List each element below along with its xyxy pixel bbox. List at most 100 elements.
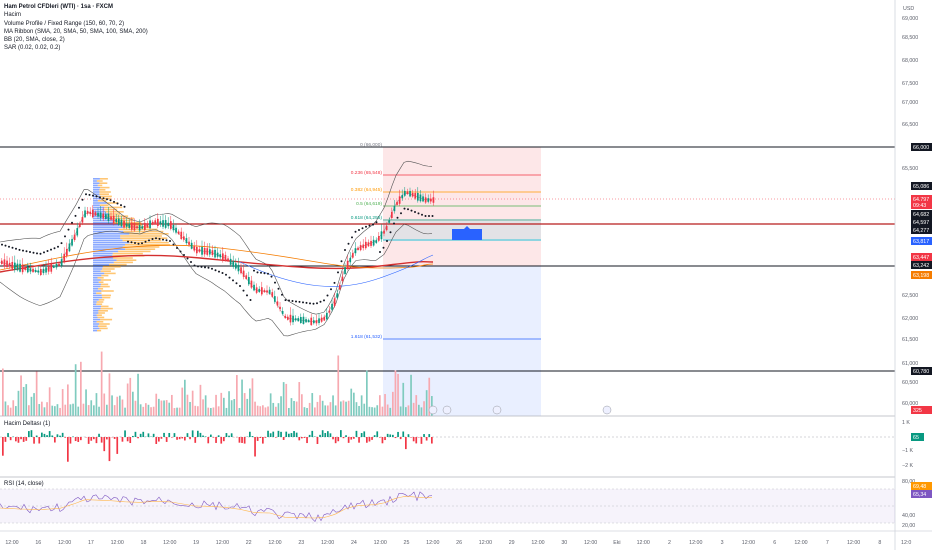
volume-bar <box>228 391 230 416</box>
event-flags[interactable] <box>428 405 612 415</box>
profile-bar <box>101 290 114 292</box>
candle-body <box>224 254 227 261</box>
profile-bar <box>99 178 108 180</box>
delta-bar <box>399 437 402 440</box>
fib-labels: 0 (66,000) 0.236 (65,548) 0.382 (64,945) 0.… <box>351 142 383 340</box>
price-badge-text: 64,797 <box>913 197 929 203</box>
profile-bar <box>104 206 123 209</box>
profile-bar <box>93 178 100 180</box>
legend-sar[interactable]: SAR (0.02, 0.02, 0.2) <box>4 45 61 52</box>
delta-bar <box>373 435 376 437</box>
price-axis-label: 69,000 <box>902 16 918 22</box>
candlesticks[interactable] <box>1 187 435 326</box>
volume-bar <box>319 395 321 416</box>
legend-volume[interactable]: Hacim <box>4 12 22 19</box>
time-axis-label: 12:00 <box>847 540 860 546</box>
delta-bar <box>358 437 360 443</box>
volume-bar <box>410 374 412 416</box>
volume-bar <box>56 404 59 416</box>
delta-bar <box>56 434 59 437</box>
delta-bar <box>54 437 56 443</box>
candle-body <box>19 263 21 272</box>
time-axis[interactable]: 12:00 16 12:00 17 12:00 18 12:00 19 12:00 22 12:00… <box>5 540 911 546</box>
rsi-pane[interactable]: 80,00 40,00 20,00 <box>0 479 915 529</box>
delta-bar <box>368 437 371 442</box>
profile-bar <box>93 255 113 257</box>
profile-bar <box>98 299 105 301</box>
candle-body <box>190 242 193 249</box>
delta-bar <box>407 434 410 437</box>
price-axis[interactable]: USD 69,000 68,500 68,000 67,500 67,000 66,500 6… <box>902 6 918 407</box>
sar-dot <box>323 299 325 302</box>
profile-bar <box>93 274 102 277</box>
legend-volume-profile[interactable]: Volume Profile / Fixed Range (150, 60, 7… <box>4 20 125 27</box>
sar-dot <box>88 193 91 196</box>
profile-bar <box>101 274 109 277</box>
profile-bar <box>120 237 168 239</box>
delta-bar <box>386 433 389 437</box>
profile-bar <box>99 189 106 191</box>
delta-bar <box>308 434 311 437</box>
volume-bar <box>163 400 165 416</box>
profile-bar <box>101 305 109 308</box>
delta-bar <box>340 430 342 437</box>
profile-bar <box>93 329 98 332</box>
profile-bar <box>93 299 99 301</box>
profile-bar <box>93 233 130 235</box>
legend-ma-ribbon[interactable]: MA Ribbon (SMA, 20, SMA, 50, SMA, 100, S… <box>4 28 148 35</box>
delta-bar <box>108 437 111 462</box>
candle-body <box>307 319 310 323</box>
candle-body <box>94 212 97 216</box>
delta-title[interactable]: Hacim Deltası (1) <box>4 421 51 427</box>
sar-dot <box>1 243 3 246</box>
volume-bar <box>15 406 17 416</box>
sar-dot <box>263 272 266 275</box>
volume-bar <box>106 404 108 416</box>
horizontal-lines[interactable] <box>0 146 895 372</box>
sar-dot <box>428 215 430 217</box>
delta-bar <box>342 437 345 439</box>
legend-bollinger[interactable]: BB (20, SMA, close, 2) <box>4 37 65 44</box>
price-axis-label: 61,000 <box>902 361 918 367</box>
profile-bar <box>93 191 100 193</box>
delta-bar <box>230 433 233 437</box>
delta-bar <box>178 437 181 440</box>
rsi-ma-line <box>0 496 432 519</box>
delta-bar <box>74 437 77 442</box>
sar-dot <box>204 266 206 269</box>
candle-body <box>154 220 157 225</box>
delta-bar <box>431 437 433 444</box>
candle-body <box>266 290 268 293</box>
currency-label: USD <box>903 6 914 12</box>
volume-bar <box>197 406 199 416</box>
sar-dot <box>99 196 101 199</box>
candle-body <box>349 257 352 263</box>
candle-body <box>47 266 50 272</box>
volume-bar <box>134 400 137 416</box>
volume-bar <box>90 400 93 416</box>
rsi-title[interactable]: RSI (14, close) <box>4 481 44 487</box>
candle-body <box>357 247 359 251</box>
volume-delta-pane[interactable]: 1 K −1 K −2 K <box>0 420 914 469</box>
volume-bar <box>285 383 288 416</box>
delta-bar <box>269 433 272 437</box>
delta-bar <box>15 437 17 442</box>
delta-bar <box>7 433 9 437</box>
volume-bar <box>168 402 171 416</box>
measure-box[interactable] <box>452 229 482 240</box>
symbol-title[interactable]: Ham Petrol CFDleri (WTI) · 1sa · FXCM <box>4 4 114 10</box>
profile-bar <box>93 261 114 264</box>
sar-dot <box>351 236 353 239</box>
price-axis-label: 68,000 <box>902 58 918 64</box>
volume-bar <box>355 402 358 416</box>
delta-bar <box>160 437 163 439</box>
candle-body <box>63 253 66 262</box>
bb-lower <box>0 223 433 337</box>
time-axis-label: 16 <box>35 540 41 546</box>
fib-level-label: 0.5 (64,619) <box>356 201 382 207</box>
candle-body <box>383 230 385 234</box>
sar-dot <box>179 250 182 253</box>
profile-bar <box>99 327 108 330</box>
delta-bar <box>332 437 334 440</box>
